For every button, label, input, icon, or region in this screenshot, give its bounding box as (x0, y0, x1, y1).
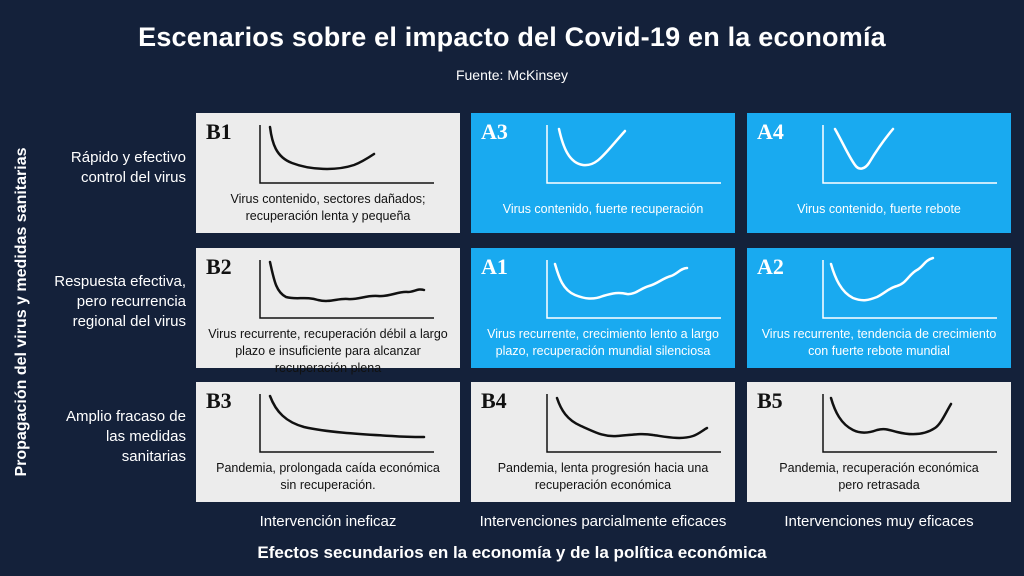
sparkline-axes (259, 394, 434, 453)
sparkline-curve (553, 262, 689, 300)
scenario-description: Pandemia, lenta progresión hacia una recu… (475, 460, 731, 494)
sparkline-axes (546, 125, 721, 184)
scenario-description: Virus contenido, sectores dañados; recupe… (200, 191, 456, 225)
sparkline-curve (557, 127, 627, 167)
scenario-cell-a2: A2 Virus recurrente, tendencia de crecimi… (747, 248, 1011, 368)
scenario-description-line: plazo, recuperación mundial silenciosa (495, 344, 711, 358)
scenario-description-line: pero retrasada (838, 478, 920, 492)
scenario-description-line: Pandemia, prolongada caída económica (216, 461, 440, 475)
row-label-line: Rápido y efectivo (70, 149, 186, 166)
scenario-code: A1 (481, 254, 508, 279)
sparkline-axes (822, 394, 997, 453)
row-label-line: sanitarias (121, 448, 186, 465)
column-label-1: Intervención ineficaz (259, 513, 397, 530)
scenario-sparkline (259, 125, 434, 184)
sparkline-axes (546, 260, 721, 319)
scenario-code: A4 (757, 119, 784, 144)
sparkline-axes (822, 260, 997, 319)
row-label-1: Rápido y efectivo control del virus (40, 148, 186, 188)
scenario-code: A2 (757, 254, 784, 279)
scenario-description-line: Virus recurrente, tendencia de crecimien… (761, 327, 997, 341)
column-label-3: Intervenciones muy eficaces (784, 513, 974, 530)
row-label-3: Amplio fracaso de las medidas sanitarias (40, 407, 186, 467)
sparkline-axes (822, 125, 997, 184)
scenario-code: A3 (481, 119, 508, 144)
page-title: Escenarios sobre el impacto del Covid-19… (138, 22, 886, 52)
scenario-description-line: recuperación plena (274, 361, 382, 375)
scenario-description-line: con fuerte rebote mundial (808, 344, 950, 358)
sparkline-axes (259, 125, 434, 184)
scenario-description: Virus recurrente, tendencia de crecimien… (751, 326, 1007, 360)
scenario-description: Virus contenido, fuerte rebote (751, 201, 1007, 218)
scenario-sparkline (822, 394, 997, 453)
sparkline-axes (546, 394, 721, 453)
x-axis-label: Efectos secundarios en la economía y de … (257, 543, 767, 562)
row-label-line: control del virus (80, 169, 186, 186)
sparkline-curve (268, 125, 376, 171)
scenario-description-line: Virus contenido, fuerte recuperación (502, 202, 704, 216)
sparkline-curve (829, 396, 953, 436)
scenario-description: Pandemia, recuperación económica pero ret… (751, 460, 1007, 494)
scenario-description-line: Pandemia, recuperación económica (779, 461, 979, 475)
scenario-description: Pandemia, prolongada caída económica sin … (200, 460, 456, 494)
scenario-cell-b5: B5 Pandemia, recuperación económica pero r… (747, 382, 1011, 502)
row-label-2: Respuesta efectiva, pero recurrencia regio… (40, 272, 186, 332)
sparkline-curve (829, 256, 935, 302)
scenario-code: B2 (206, 254, 232, 279)
sparkline-curve (833, 127, 895, 170)
scenario-description: Virus contenido, fuerte recuperación (475, 201, 731, 218)
scenario-cell-a4: A4 Virus contenido, fuerte rebote (747, 113, 1011, 233)
row-label-line: Amplio fracaso de (65, 408, 186, 425)
row-label-line: pero recurrencia (76, 293, 186, 310)
sparkline-axes (259, 260, 434, 319)
scenario-description-line: Virus recurrente, recuperación débil a l… (208, 327, 448, 341)
scenario-cell-b2: B2 Virus recurrente, recuperación débil a… (196, 248, 460, 375)
sparkline-curve (555, 396, 709, 440)
scenario-code: B4 (481, 388, 507, 413)
scenario-code: B1 (206, 119, 232, 144)
sparkline-curve (268, 260, 426, 303)
row-label-line: las medidas (105, 428, 186, 445)
scenario-sparkline (259, 260, 434, 319)
scenario-description-line: recuperación económica (534, 478, 672, 492)
scenario-code: B5 (757, 388, 783, 413)
scenario-sparkline (546, 260, 721, 319)
scenario-description-line: Virus contenido, sectores dañados; (230, 192, 426, 206)
scenario-sparkline (546, 125, 721, 184)
row-label-line: regional del virus (72, 313, 186, 330)
y-axis-label: Propagación del virus y medidas sanitari… (13, 147, 30, 477)
scenario-description: Virus recurrente, recuperación débil a l… (200, 326, 456, 377)
scenario-description-line: sin recuperación. (280, 478, 376, 492)
scenario-description-line: Pandemia, lenta progresión hacia una (497, 461, 709, 475)
scenario-description-line: recuperación lenta y pequeña (245, 209, 411, 223)
row-label-line: Respuesta efectiva, (54, 273, 186, 290)
column-label-2: Intervenciones parcialmente eficaces (479, 513, 727, 530)
scenario-description-line: Virus contenido, fuerte rebote (797, 202, 961, 216)
scenario-cell-a1: A1 Virus recurrente, crecimiento lento a … (471, 248, 735, 368)
scenario-description-line: Virus recurrente, crecimiento lento a la… (487, 327, 719, 341)
scenario-cell-b4: B4 Pandemia, lenta progresión hacia una re… (471, 382, 735, 502)
scenario-sparkline (822, 256, 997, 319)
scenario-sparkline (259, 394, 434, 453)
scenario-cell-a3: A3 Virus contenido, fuerte recuperación (471, 113, 735, 233)
scenario-sparkline (546, 394, 721, 453)
sparkline-curve (268, 394, 426, 439)
scenario-description: Virus recurrente, crecimiento lento a la… (475, 326, 731, 360)
scenario-sparkline (822, 125, 997, 184)
source-label: Fuente: McKinsey (455, 67, 569, 83)
scenario-cell-b1: B1 Virus contenido, sectores dañados; recu… (196, 113, 460, 233)
scenario-code: B3 (206, 388, 232, 413)
scenario-description-line: plazo e insuficiente para alcanzar (235, 344, 421, 358)
scenario-cell-b3: B3 Pandemia, prolongada caída económica si… (196, 382, 460, 502)
